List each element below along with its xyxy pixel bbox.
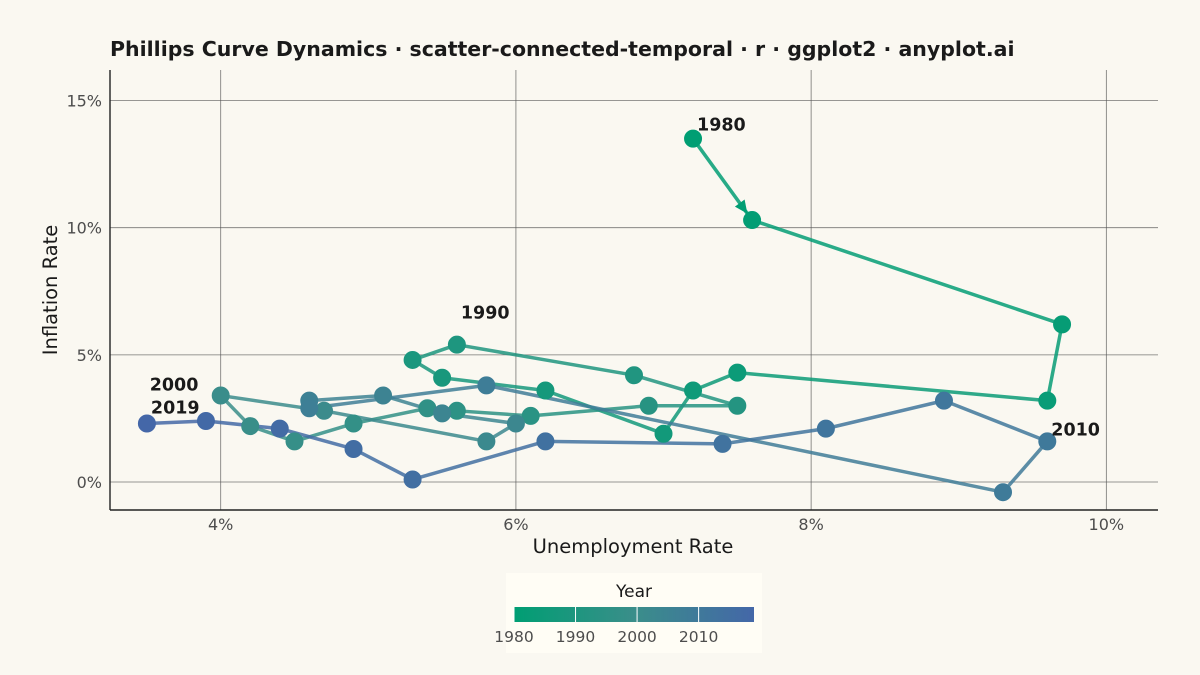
data-point	[536, 432, 555, 451]
path-segment	[735, 370, 1050, 403]
data-point	[654, 424, 673, 443]
path-segment	[484, 383, 1005, 494]
connecting-path	[145, 136, 1064, 494]
data-point	[196, 411, 215, 430]
data-point	[403, 470, 422, 489]
data-point	[270, 419, 289, 438]
path-segment	[351, 406, 430, 426]
data-point	[447, 401, 466, 420]
x-tick-label: 4%	[208, 515, 233, 534]
data-point	[713, 434, 732, 453]
data-point	[344, 414, 363, 433]
data-point	[433, 368, 452, 387]
data-point	[684, 381, 703, 400]
path-segment	[1045, 322, 1064, 403]
data-point	[447, 335, 466, 354]
y-tick-label: 10%	[66, 219, 102, 238]
year-annotation: 2000	[150, 376, 199, 396]
data-point	[1038, 391, 1057, 410]
year-annotation: 2019	[151, 399, 200, 419]
data-point	[639, 396, 658, 415]
data-point	[684, 129, 703, 148]
data-point	[477, 432, 496, 451]
direction-arrow	[734, 199, 748, 214]
path-segment	[455, 409, 533, 418]
data-point	[374, 386, 393, 405]
x-tick-label: 6%	[503, 515, 528, 534]
path-segment	[528, 403, 651, 418]
legend-tick-label: 2010	[679, 628, 718, 646]
data-points	[137, 129, 1072, 502]
data-point	[315, 401, 334, 420]
data-point	[536, 381, 555, 400]
color-legend: Year 1980 1990 2000 2010	[494, 573, 762, 653]
path-segment	[410, 439, 548, 482]
data-point	[344, 439, 363, 458]
path-segment	[543, 388, 666, 436]
path-segment	[455, 342, 636, 377]
path-segment	[750, 218, 1064, 327]
data-point	[816, 419, 835, 438]
data-point	[728, 396, 747, 415]
legend-tick-label: 1990	[556, 628, 595, 646]
data-point	[1053, 315, 1072, 334]
data-point	[994, 483, 1013, 502]
data-point	[403, 350, 422, 369]
data-point	[934, 391, 953, 410]
data-point	[137, 414, 156, 433]
legend-tick-label: 1980	[494, 628, 533, 646]
year-annotation: 1990	[461, 304, 510, 324]
path-segment	[307, 393, 385, 403]
path-segment	[292, 421, 356, 444]
data-point	[241, 417, 260, 436]
path-segment	[942, 398, 1050, 444]
year-annotation: 2010	[1051, 420, 1100, 440]
legend-tick-label: 2000	[617, 628, 656, 646]
legend-ticks: 1980 1990 2000 2010	[494, 607, 718, 646]
y-tick-label: 15%	[66, 92, 102, 111]
data-point	[433, 404, 452, 423]
data-point	[1038, 432, 1057, 451]
y-tick-label: 0%	[77, 473, 102, 492]
data-point	[300, 399, 319, 418]
path-segment	[720, 426, 828, 446]
year-annotation: 1980	[697, 116, 746, 136]
path-segment	[307, 383, 489, 411]
data-point	[743, 211, 762, 230]
x-tick-label: 10%	[1089, 515, 1125, 534]
data-point	[728, 363, 747, 382]
path-segment	[824, 398, 946, 431]
path-segment	[351, 447, 415, 482]
data-point	[625, 366, 643, 385]
data-point	[521, 406, 540, 425]
path-segment	[543, 439, 725, 446]
legend-colorbar	[514, 607, 754, 622]
axes: 4% 6% 8% 10% 0% 5% 10% 15%	[66, 70, 1158, 534]
y-tick-label: 5%	[77, 346, 102, 365]
x-axis-title: Unemployment Rate	[533, 535, 734, 558]
path-segment	[145, 419, 208, 426]
year-annotations: 1980 1990 2000 2010 2019	[150, 116, 1100, 441]
x-tick-label: 8%	[798, 515, 823, 534]
path-segment	[1001, 439, 1050, 494]
data-point	[211, 386, 230, 405]
chart-title: Phillips Curve Dynamics · scatter-connec…	[110, 37, 1014, 61]
grid	[110, 70, 1158, 510]
data-point	[506, 414, 525, 433]
data-point	[477, 376, 496, 395]
y-axis-title: Inflation Rate	[39, 225, 62, 356]
path-segment	[277, 426, 356, 451]
data-point	[285, 432, 304, 451]
legend-title: Year	[615, 582, 652, 602]
